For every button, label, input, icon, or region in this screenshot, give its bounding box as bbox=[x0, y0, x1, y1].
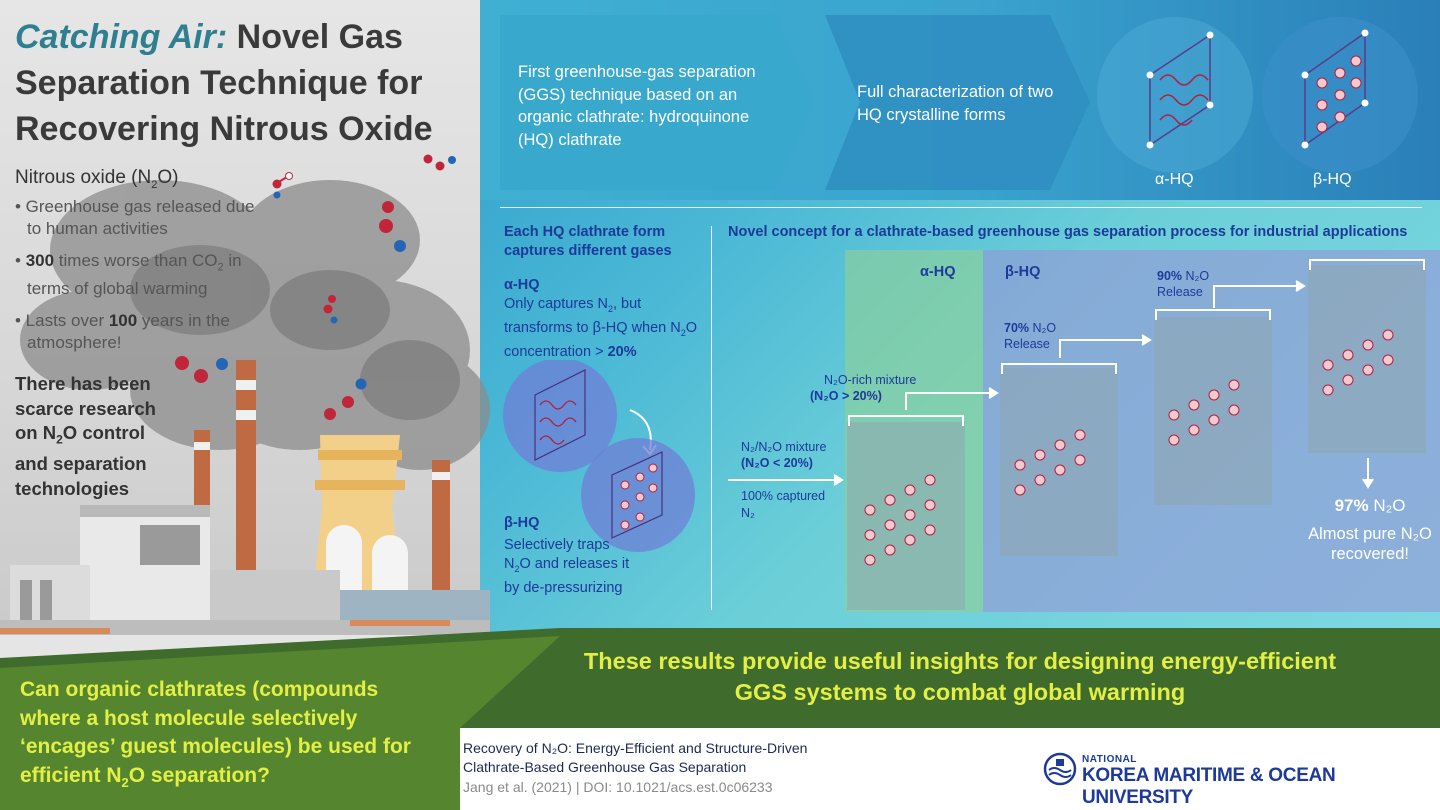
molecule-icon bbox=[323, 295, 338, 324]
list-item: • 300 times worse than CO2 in terms of g… bbox=[15, 251, 242, 299]
mix-in-label: N₂/N₂O mixture bbox=[741, 440, 827, 454]
forms-alpha-desc: Only captures N2, but transforms to β-HQ… bbox=[504, 296, 698, 360]
process-alpha-label: α-HQ bbox=[920, 264, 956, 280]
list-item: • Greenhouse gas released due to human a… bbox=[15, 197, 255, 238]
n2o-molecules bbox=[175, 154, 456, 420]
paper-title-line-1: Recovery of N₂O: Energy-Efficient and St… bbox=[463, 740, 808, 756]
column-divider bbox=[711, 226, 712, 610]
release-90-label: Release bbox=[1157, 285, 1203, 299]
step-1-text: First greenhouse-gas separation (GGS) te… bbox=[518, 63, 756, 149]
release-70: 70% N₂O bbox=[1004, 321, 1057, 335]
captured-label: 100% captured bbox=[741, 489, 826, 503]
molecule-icon bbox=[272, 172, 293, 199]
mix-in-condition: (N₂O < 20%) bbox=[741, 456, 813, 470]
molecule-icon bbox=[379, 201, 406, 252]
forms-crystals bbox=[503, 360, 695, 552]
forms-beta-label: β-HQ bbox=[504, 515, 540, 531]
molecule-icon bbox=[175, 356, 228, 383]
crystal-lattice-icons bbox=[864, 329, 1394, 566]
title-italic: Catching Air: bbox=[15, 18, 228, 56]
n2o-facts-list: • Greenhouse gas released due to human a… bbox=[15, 196, 265, 364]
forms-beta-desc: Selectively traps N2O and releases it by… bbox=[504, 537, 630, 596]
research-question: Can organic clathrates (compounds where … bbox=[20, 678, 411, 790]
release-90: 90% N₂O bbox=[1157, 269, 1210, 283]
bottom-green-band bbox=[0, 628, 1440, 810]
research-gap-statement: There has been scarce research on N2O co… bbox=[15, 373, 156, 499]
alpha-hq-label: α-HQ bbox=[1155, 171, 1194, 188]
section-divider bbox=[500, 207, 1422, 208]
step-2-arrow bbox=[825, 15, 1090, 190]
step-1-arrow bbox=[500, 15, 815, 190]
factory-illustration bbox=[0, 180, 490, 660]
alpha-hq-circle bbox=[1097, 17, 1253, 173]
stage-4-box bbox=[1308, 265, 1426, 453]
flow-arrows bbox=[728, 259, 1425, 489]
process-heading: Novel concept for a clathrate-based gree… bbox=[728, 224, 1408, 240]
alpha-form-crystal-icon bbox=[534, 369, 586, 461]
process-beta-label: β-HQ bbox=[1005, 264, 1041, 280]
rich-mixture-condition: (N₂O > 20%) bbox=[810, 389, 882, 403]
forms-alpha-label: α-HQ bbox=[504, 277, 540, 293]
alpha-hq-crystal-icon bbox=[1146, 31, 1214, 149]
captured-n2: N₂ bbox=[741, 506, 755, 520]
university-logo-icon bbox=[1043, 752, 1077, 786]
final-note: Almost pure N₂O recovered! bbox=[1308, 525, 1432, 563]
n2o-heading: Nitrous oxide (N2O) bbox=[15, 167, 179, 191]
final-purity: 97% N₂O bbox=[1334, 496, 1406, 515]
beta-form-crystal-icon bbox=[611, 451, 663, 539]
paper-reference: Recovery of N₂O: Energy-Efficient and St… bbox=[463, 739, 807, 777]
alpha-form-circle bbox=[503, 360, 617, 472]
molecule-icon bbox=[423, 154, 456, 171]
page-title: Catching Air: Novel Gas Separation Techn… bbox=[15, 14, 465, 152]
beta-hq-crystal-icon bbox=[1301, 29, 1369, 149]
list-item: • Lasts over 100 years in the atmosphere… bbox=[15, 311, 230, 353]
molecule-icon bbox=[324, 378, 367, 420]
paper-title-line-2: Clathrate-Based Greenhouse Gas Separatio… bbox=[463, 759, 747, 775]
crystal-icons-top bbox=[1146, 29, 1369, 149]
title-rest: Novel Gas Separation Technique for Recov… bbox=[15, 18, 433, 148]
step-2-text: Full characterization of two HQ crystall… bbox=[857, 83, 1054, 124]
process-diagram bbox=[728, 250, 1440, 612]
forms-heading: Each HQ clathrate form captures differen… bbox=[504, 224, 672, 259]
release-70-label: Release bbox=[1004, 337, 1050, 351]
results-statement: These results provide useful insights fo… bbox=[583, 648, 1337, 705]
rich-mixture-label: N₂O-rich mixture bbox=[824, 373, 917, 387]
paper-doi: Jang et al. (2021) | DOI: 10.1021/acs.es… bbox=[463, 779, 773, 795]
university-name: NATIONAL KOREA MARITIME & OCEAN UNIVERSI… bbox=[1082, 754, 1336, 808]
beta-hq-label: β-HQ bbox=[1313, 171, 1352, 188]
